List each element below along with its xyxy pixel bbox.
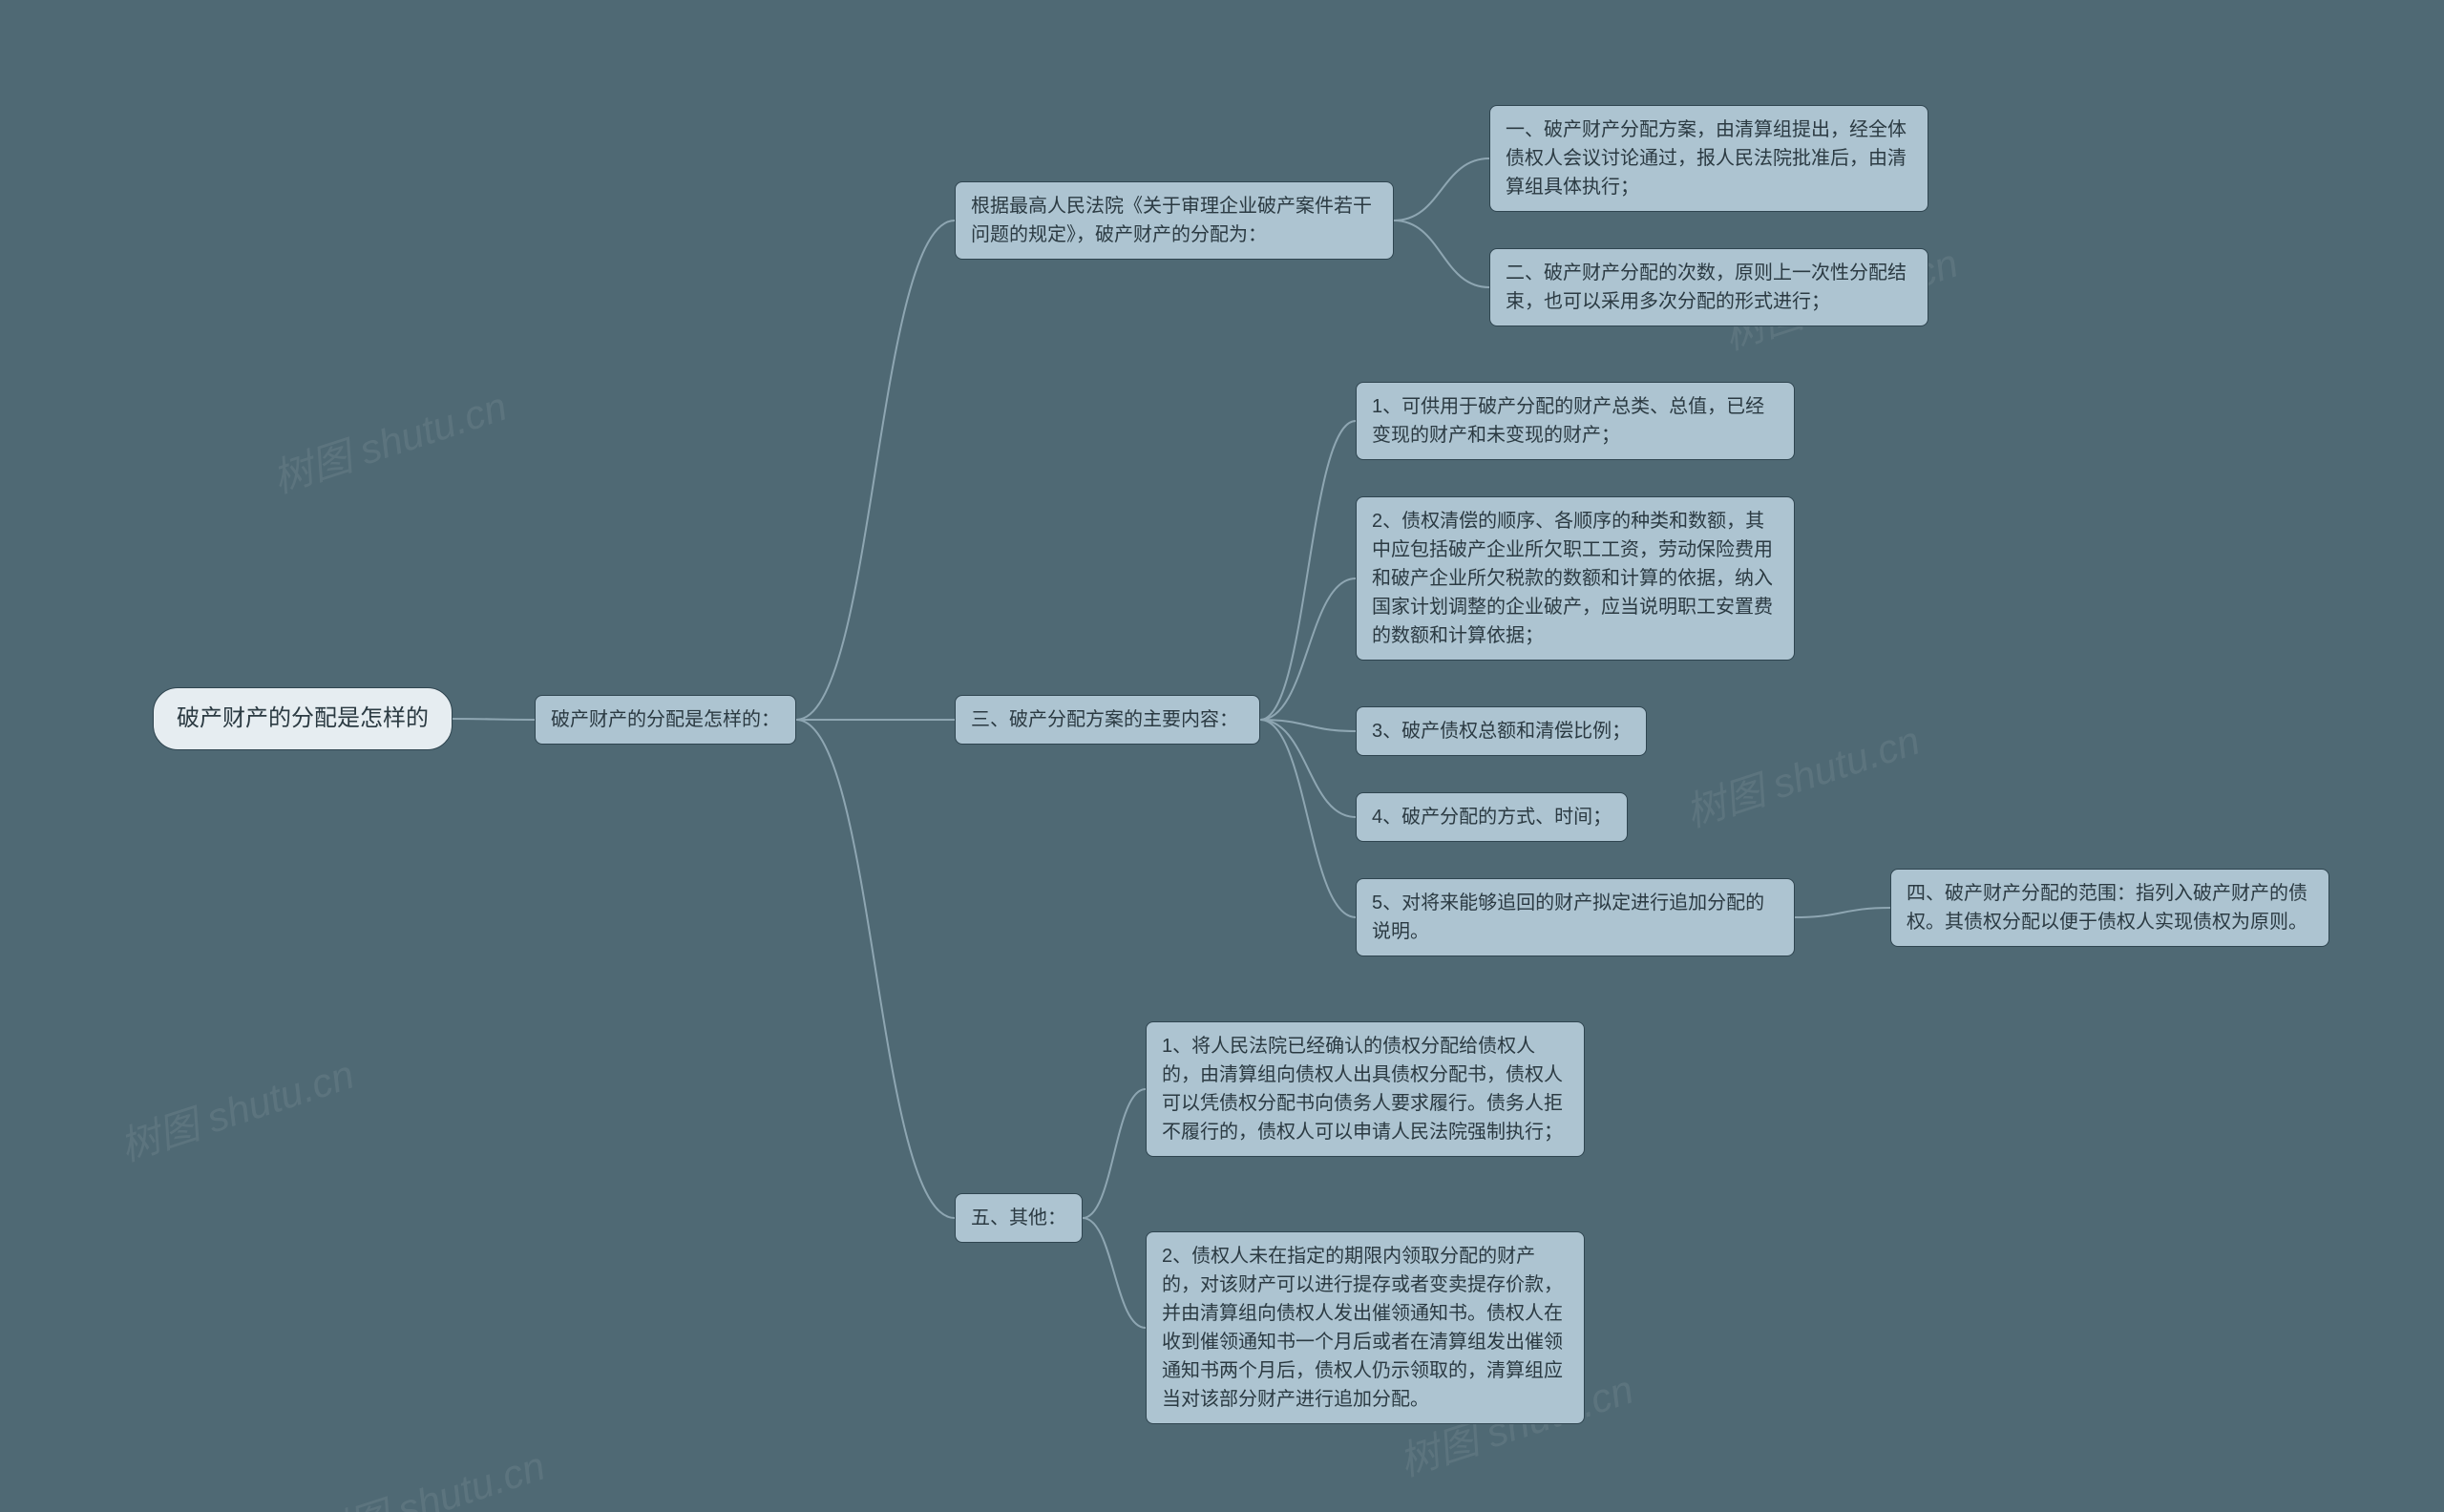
mindmap-node-b3: 五、其他： bbox=[955, 1193, 1083, 1243]
mindmap-node: 5、对将来能够追回的财产拟定进行追加分配的说明。 bbox=[1356, 878, 1795, 956]
mindmap-node: 2、债权人未在指定的期限内领取分配的财产的，对该财产可以进行提存或者变卖提存价款… bbox=[1146, 1231, 1585, 1424]
watermark: 树图 shutu.cn bbox=[264, 374, 514, 505]
mindmap-node: 四、破产财产分配的范围：指列入破产财产的债权。其债权分配以便于债权人实现债权为原… bbox=[1890, 869, 2329, 947]
watermark: 树图 shutu.cn bbox=[1677, 708, 1927, 839]
mindmap-node: 二、破产财产分配的次数，原则上一次性分配结束，也可以采用多次分配的形式进行； bbox=[1489, 248, 1928, 326]
mindmap-node-b1: 根据最高人民法院《关于审理企业破产案件若干问题的规定》，破产财产的分配为： bbox=[955, 181, 1394, 260]
mindmap-node: 3、破产债权总额和清偿比例； bbox=[1356, 706, 1647, 756]
mindmap-node: 1、可供用于破产分配的财产总类、总值，已经变现的财产和未变现的财产； bbox=[1356, 382, 1795, 460]
mindmap-node: 1、将人民法院已经确认的债权分配给债权人的，由清算组向债权人出具债权分配书，债权… bbox=[1146, 1021, 1585, 1157]
mindmap-node: 一、破产财产分配方案，由清算组提出，经全体债权人会议讨论通过，报人民法院批准后，… bbox=[1489, 105, 1928, 212]
mindmap-node: 2、债权清偿的顺序、各顺序的种类和数额，其中应包括破产企业所欠职工工资，劳动保险… bbox=[1356, 496, 1795, 661]
watermark: 树图 shutu.cn bbox=[112, 1042, 361, 1173]
mindmap-node-b2: 三、破产分配方案的主要内容： bbox=[955, 695, 1260, 745]
mindmap-root: 破产财产的分配是怎样的 bbox=[153, 687, 453, 750]
mindmap-node: 4、破产分配的方式、时间； bbox=[1356, 792, 1628, 842]
watermark: 树图 shutu.cn bbox=[303, 1434, 552, 1512]
mindmap-node-l1: 破产财产的分配是怎样的： bbox=[535, 695, 796, 745]
